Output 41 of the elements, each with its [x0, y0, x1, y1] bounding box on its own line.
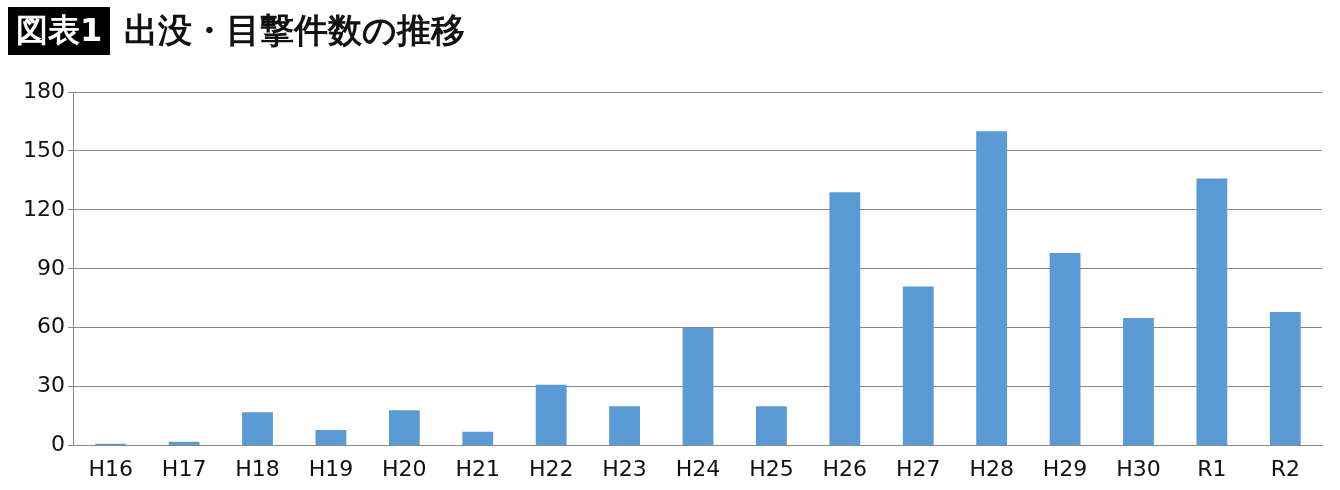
chart-title: 出没・目撃件数の推移 [124, 9, 466, 52]
bar [902, 286, 934, 446]
x-tick-label: H18 [235, 455, 280, 481]
bar [388, 410, 420, 446]
bar [829, 192, 861, 446]
x-tick-label: H30 [1116, 455, 1161, 481]
bar [315, 429, 347, 446]
bar [976, 131, 1008, 446]
bar [609, 406, 640, 446]
y-tick-label: 150 [22, 136, 65, 162]
y-tick-label: 0 [50, 431, 65, 457]
x-tick-label: H29 [1042, 455, 1088, 481]
y-tick-label: 60 [36, 313, 65, 339]
bar [1123, 317, 1154, 446]
x-tick-label: H19 [308, 455, 354, 481]
x-tick-label: H22 [528, 455, 574, 481]
bar [682, 327, 714, 446]
y-tick-label: 30 [36, 372, 65, 398]
x-tick-label: H28 [969, 455, 1014, 481]
bar [535, 384, 567, 446]
bar [242, 412, 273, 446]
bar [1196, 178, 1228, 446]
x-tick-label: H23 [602, 455, 647, 481]
x-tick-label: H27 [895, 455, 941, 481]
x-tick-label: R2 [1270, 455, 1300, 481]
x-tick-label: H25 [749, 455, 794, 481]
y-tick-label: 120 [22, 195, 65, 221]
x-tick-label: H24 [675, 455, 721, 481]
bar [1049, 253, 1081, 446]
x-tick-label: H16 [88, 455, 133, 481]
x-tick-label: H26 [822, 455, 868, 481]
text: 図表1 [8, 7, 111, 55]
x-tick-label: H20 [382, 455, 427, 481]
y-tick-label: 180 [22, 77, 65, 103]
x-tick-label: R1 [1197, 455, 1227, 481]
y-tick-label: 90 [36, 254, 65, 280]
bar [462, 431, 494, 446]
x-tick-label: H17 [161, 455, 207, 481]
bar [755, 406, 787, 446]
bar [1269, 312, 1301, 446]
x-tick-label: H21 [455, 455, 501, 481]
